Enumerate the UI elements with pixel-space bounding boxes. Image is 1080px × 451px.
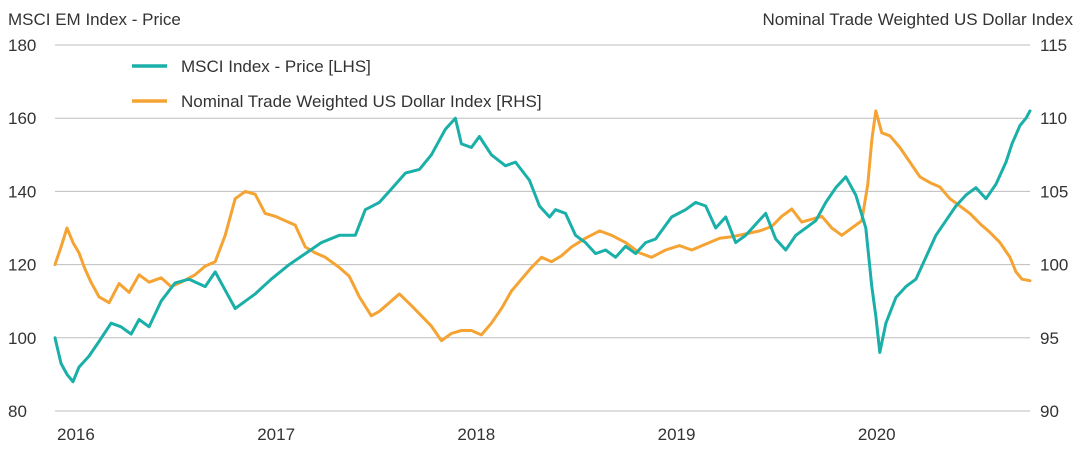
- series-line-dollar: [53, 109, 1032, 343]
- legend-label-dollar: Nominal Trade Weighted US Dollar Index […: [181, 92, 542, 111]
- gridlines: [55, 44, 1030, 412]
- right-axis-ticks: 90 95 100 105 110 115: [1040, 36, 1068, 421]
- right-tick-label: 100: [1040, 256, 1068, 275]
- x-tick-label: 2019: [658, 425, 696, 444]
- left-tick-label: 160: [8, 109, 36, 128]
- left-axis-ticks: 80 100 120 140 160 180: [8, 36, 36, 421]
- right-tick-label: 110: [1040, 109, 1067, 128]
- left-axis-title: MSCI EM Index - Price: [8, 10, 181, 29]
- legend: MSCI Index - Price [LHS] Nominal Trade W…: [132, 57, 542, 111]
- right-axis-title: Nominal Trade Weighted US Dollar Index: [762, 10, 1073, 29]
- right-tick-label: 95: [1040, 329, 1059, 348]
- right-tick-label: 105: [1040, 182, 1068, 201]
- x-tick-label: 2020: [858, 425, 896, 444]
- right-tick-label: 90: [1040, 402, 1059, 421]
- x-axis-ticks: 2016 2017 2018 2019 2020: [57, 425, 896, 444]
- x-tick-label: 2018: [457, 425, 495, 444]
- legend-label-msci: MSCI Index - Price [LHS]: [181, 57, 371, 76]
- left-tick-label: 120: [8, 256, 36, 275]
- left-tick-label: 180: [8, 36, 36, 55]
- left-tick-label: 100: [8, 329, 36, 348]
- left-tick-label: 80: [8, 402, 27, 421]
- series-line-msci: [53, 109, 1032, 384]
- x-tick-label: 2017: [257, 425, 295, 444]
- left-tick-label: 140: [8, 182, 36, 201]
- series-layer: [53, 109, 1032, 384]
- right-tick-label: 115: [1040, 36, 1067, 55]
- x-tick-label: 2016: [57, 425, 95, 444]
